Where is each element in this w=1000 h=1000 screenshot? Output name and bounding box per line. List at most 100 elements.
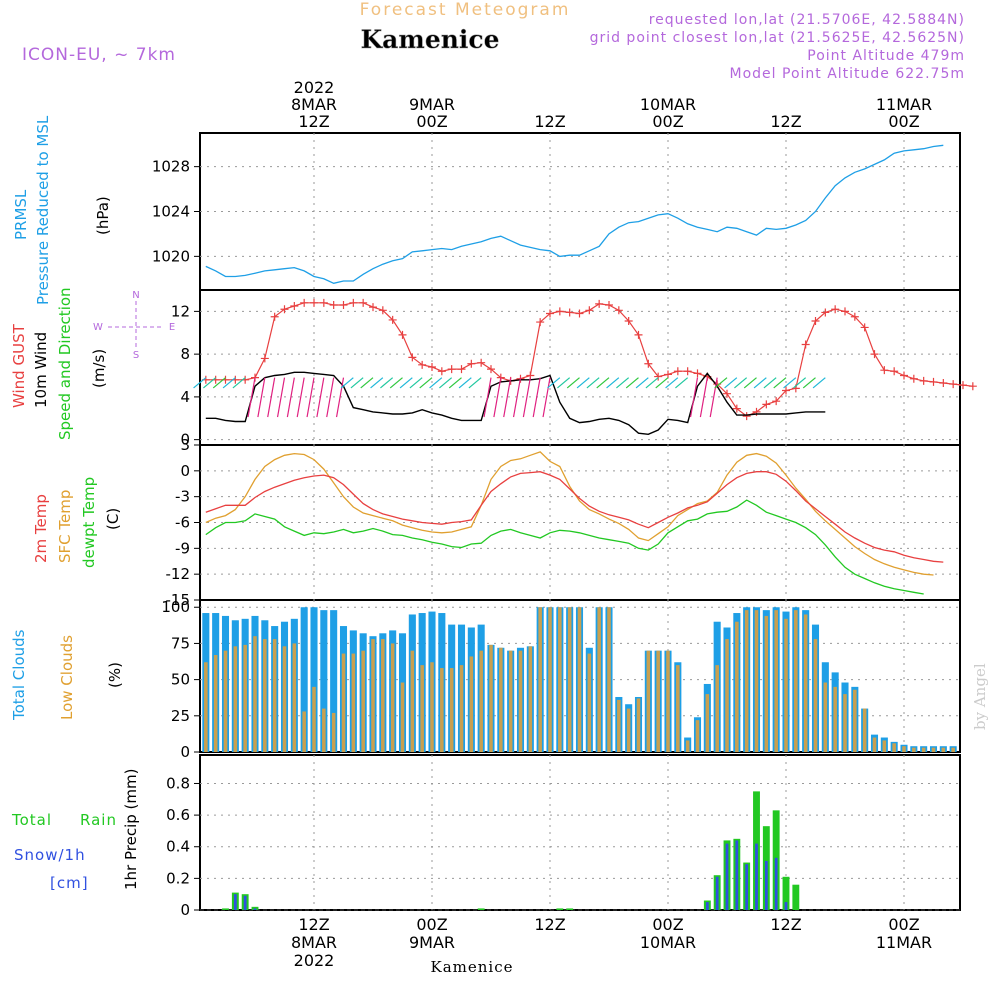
low-cloud-bar (705, 694, 710, 752)
point-altitude: Point Altitude 479m (807, 48, 965, 64)
low-cloud-bar (941, 747, 946, 752)
bottom-time-label: 11MAR (876, 933, 932, 952)
top-time-label: 10MAR (640, 95, 696, 114)
low-cloud-bar (577, 607, 582, 752)
low-cloud-bar (892, 743, 896, 752)
y-tick-label: -6 (175, 514, 190, 532)
wind-direction-arrow (222, 377, 236, 389)
y-tick-label: 1024 (152, 203, 190, 221)
gridpoint-coords: grid point closest lon,lat (21.5625E, 42… (590, 30, 965, 46)
wind-direction-arrow (753, 377, 767, 389)
low-cloud-bar (646, 650, 651, 752)
low-cloud-bar (538, 607, 542, 752)
wind-direction-arrow (350, 377, 364, 389)
low-cloud-bar (292, 643, 297, 752)
gust-marker (831, 305, 840, 314)
compass-s: S (133, 350, 139, 361)
temp-unit: (C) (104, 508, 122, 530)
y-tick-label: 0.4 (166, 838, 190, 856)
bottom-time-label: 12Z (298, 915, 329, 934)
wind-direction-arrow (532, 377, 541, 418)
wind-direction-arrow (306, 377, 315, 418)
wind-direction-arrow (326, 377, 335, 418)
wind-direction-arrow (468, 377, 482, 389)
y-tick-label: 0.2 (166, 869, 190, 887)
pressure-label-1: PRMSL (12, 189, 30, 240)
wind-direction-arrow (389, 377, 403, 389)
low-cloud-bar (282, 646, 287, 752)
gust-marker (447, 365, 456, 374)
bottom-time-label: 00Z (888, 915, 919, 934)
low-cloud-bar (499, 647, 503, 752)
low-cloud-bar (567, 607, 572, 752)
pressure-label-2: Pressure Reduced to MSL (34, 115, 52, 305)
gust-marker (693, 369, 702, 378)
gust-marker (900, 371, 908, 380)
low-cloud-bar (312, 686, 316, 752)
gust-marker (782, 386, 790, 395)
y-tick-label: 4 (180, 388, 190, 406)
rain-bar (566, 908, 574, 910)
wind-direction-arrow (247, 377, 256, 418)
wind-direction-arrow (625, 377, 639, 389)
pressure-plot: 1020 1024 1028 (152, 133, 960, 290)
low-cloud-bar (587, 653, 592, 752)
low-cloud-bar (508, 650, 513, 752)
wind-10m-label: 10m Wind (32, 332, 50, 408)
gust-marker (290, 302, 299, 311)
y-tick-label: 0 (180, 462, 190, 480)
low-cloud-bar (371, 639, 375, 752)
y-tick-label: 75 (171, 634, 190, 652)
low-cloud-bar (666, 650, 670, 752)
gust-marker (555, 307, 564, 316)
wind-direction-arrow (635, 377, 649, 389)
gust-marker (772, 397, 781, 406)
gust-marker (339, 300, 348, 309)
wind-direction-arrow (232, 377, 246, 389)
wind-direction-arrow (655, 377, 669, 389)
top-time-label: 12Z (534, 112, 565, 131)
wind-direction-arrow (773, 377, 787, 389)
low-cloud-bar (420, 665, 424, 752)
wind-direction-arrow (522, 377, 531, 418)
low-cloud-bar (803, 614, 808, 752)
low-cloud-bar (469, 656, 474, 752)
wind-direction-arrow (448, 377, 462, 389)
wind-dir-label: Speed and Direction (56, 287, 74, 440)
low-cloud-bar (213, 655, 218, 752)
low-cloud-bar (656, 650, 660, 752)
gust-marker (683, 367, 692, 376)
top-time-label: 00Z (416, 112, 447, 131)
y-tick-label: 0 (180, 901, 190, 919)
wind-direction-arrow (675, 377, 689, 389)
wind-direction-arrow (399, 377, 413, 389)
temp-2m-label: 2m Temp (32, 494, 50, 563)
gust-marker (388, 315, 397, 324)
wind-direction-arrow (360, 377, 374, 389)
gust-marker (644, 359, 653, 368)
y-tick-label: 1028 (152, 158, 190, 176)
low-cloud-bar (459, 665, 464, 752)
wind-direction-arrow (783, 377, 797, 389)
rain-bar (477, 908, 485, 910)
rain-bar (556, 908, 564, 910)
low-cloud-bar (331, 712, 336, 752)
gust-marker (467, 359, 476, 368)
gust-marker (300, 298, 309, 307)
low-cloud-bar (921, 747, 926, 752)
low-cloud-bar (912, 747, 916, 752)
gust-marker (841, 307, 849, 316)
model-altitude: Model Point Altitude 622.75m (730, 66, 965, 82)
low-cloud-bar (676, 665, 680, 752)
gust-marker (477, 358, 486, 367)
low-cloud-bar (528, 646, 533, 752)
y-tick-label: -3 (175, 488, 190, 506)
gust-marker (270, 312, 279, 321)
snow-bar (784, 902, 788, 910)
wind-direction-arrow (699, 377, 708, 418)
gust-marker (919, 376, 928, 385)
wind-direction-arrow (512, 377, 522, 418)
low-cloud-bar (735, 621, 739, 752)
